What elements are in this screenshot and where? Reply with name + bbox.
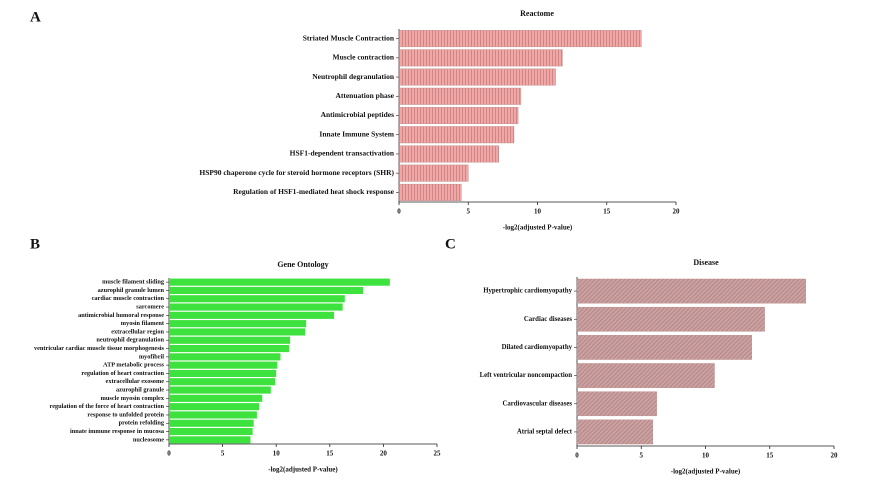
bar: [398, 164, 469, 182]
bar: [169, 303, 343, 311]
y-tick-label: HSF1-dependent transactivation: [290, 149, 395, 158]
bar: [169, 386, 271, 394]
bar: [398, 126, 515, 144]
chart-title: Gene Ontology: [277, 260, 328, 269]
y-tick-label: Regulation of HSF1-mediated heat shock r…: [233, 187, 395, 196]
x-tick-label: 0: [397, 208, 401, 216]
y-tick-label: Innate Immune System: [319, 129, 394, 138]
x-tick-label: 5: [221, 450, 225, 458]
x-tick-label: 0: [167, 450, 171, 458]
bar: [169, 394, 263, 402]
chart-title: Disease: [693, 258, 719, 267]
x-tick-label: 5: [467, 208, 471, 216]
bar: [398, 107, 519, 124]
bar: [169, 286, 364, 295]
y-tick-label: muscle myosin complex: [101, 395, 165, 402]
bar: [398, 183, 462, 201]
y-tick-label: myofibril: [139, 353, 164, 360]
x-axis-label: -log2(adjusted P-value): [268, 466, 338, 474]
x-axis-label: -log2(adjusted P-value): [671, 468, 741, 476]
y-tick-label: Cardiac diseases: [524, 316, 572, 323]
y-tick-label: Left ventricular noncompaction: [480, 372, 573, 379]
bar: [398, 30, 642, 48]
bar: [576, 363, 715, 388]
bar: [169, 411, 257, 419]
bar: [169, 419, 254, 427]
y-tick-label: myosin filament: [121, 320, 165, 327]
bar: [576, 278, 806, 304]
y-tick-label: nucleosome: [133, 436, 164, 443]
x-tick-label: 15: [326, 450, 334, 458]
y-tick-label: Attenuation phase: [335, 91, 394, 100]
x-axis-label: -log2(adjusted P-value): [503, 224, 573, 232]
bar: [169, 320, 307, 328]
y-tick-label: Antimicrobial peptides: [321, 110, 394, 119]
x-tick-label: 20: [831, 452, 839, 460]
x-tick-label: 0: [575, 452, 579, 460]
bar: [169, 295, 345, 303]
bar: [169, 436, 251, 444]
bar: [169, 353, 281, 361]
y-tick-label: ATP metabolic process: [103, 362, 165, 369]
panel-label: B: [30, 236, 40, 252]
bar: [169, 378, 276, 386]
bar: [169, 403, 260, 411]
x-tick-label: 15: [766, 452, 774, 460]
bar: [398, 87, 522, 105]
bar: [169, 328, 306, 336]
x-tick-label: 20: [673, 208, 681, 216]
bar: [398, 68, 556, 86]
y-tick-label: Atrial septal defect: [517, 428, 573, 435]
bar: [576, 335, 752, 360]
bar: [169, 336, 291, 344]
y-tick-label: Neutrophil degranulation: [312, 72, 395, 81]
y-tick-label: azurophil granule: [116, 387, 164, 394]
bar: [169, 278, 390, 286]
y-tick-label: azurophil granule lumen: [98, 287, 165, 294]
y-tick-label: extracellular region: [111, 328, 164, 335]
x-tick-label: 20: [380, 450, 388, 458]
bar: [398, 49, 563, 67]
panel-label: A: [30, 9, 41, 25]
x-tick-label: 5: [640, 452, 644, 460]
y-tick-label: regulation of heart contraction: [81, 370, 164, 377]
x-tick-label: 10: [702, 452, 710, 460]
bar: [398, 145, 499, 163]
bar: [169, 369, 277, 378]
y-tick-label: muscle filament sliding: [102, 279, 165, 286]
y-tick-label: cardiac muscle contraction: [92, 295, 165, 302]
x-tick-label: 10: [534, 208, 542, 216]
y-tick-label: innate immune response in mucosa: [70, 428, 165, 435]
bar: [169, 311, 335, 319]
x-tick-label: 25: [434, 450, 442, 458]
y-tick-label: antimicrobial humoral response: [78, 312, 164, 319]
y-tick-label: sarcomere: [136, 304, 164, 311]
bar: [169, 427, 253, 436]
y-tick-label: ventricular cardiac muscle tissue morpho…: [34, 345, 165, 352]
chart-title: Reactome: [520, 9, 554, 18]
panel-label: C: [445, 236, 456, 252]
bar: [169, 344, 290, 353]
y-tick-label: extracellular exosome: [106, 378, 165, 385]
y-tick-label: Dilated cardiomyopathy: [502, 344, 573, 351]
x-tick-label: 15: [603, 208, 611, 216]
y-tick-label: regulation of the force of heart contrac…: [50, 403, 165, 410]
y-tick-label: HSP90 chaperone cycle for steroid hormon…: [199, 168, 394, 177]
y-tick-label: protein refolding: [119, 420, 165, 427]
y-tick-label: Cardiovascular diseases: [502, 400, 572, 407]
bar: [169, 361, 278, 369]
bar: [576, 391, 657, 417]
y-tick-label: Muscle contraction: [333, 53, 395, 62]
y-tick-label: neutrophil degranulation: [96, 337, 164, 344]
bar: [576, 419, 654, 445]
bar: [576, 306, 765, 332]
y-tick-label: Striated Muscle Contraction: [303, 33, 395, 42]
y-tick-label: response to unfolded protein: [87, 411, 164, 418]
y-tick-label: Hypertrophic cardiomyopathy: [483, 288, 572, 295]
x-tick-label: 10: [273, 450, 281, 458]
